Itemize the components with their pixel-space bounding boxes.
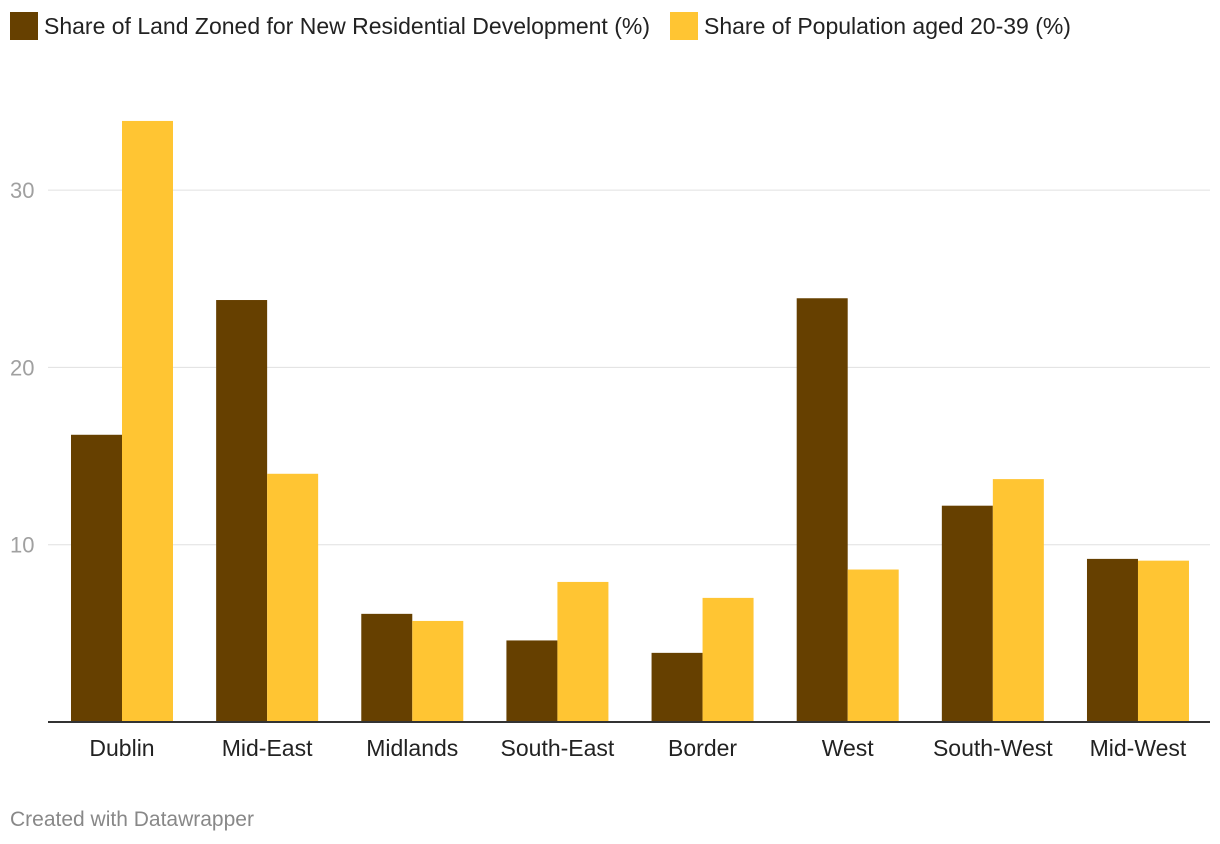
legend-label-land-zoned: Share of Land Zoned for New Residential … xyxy=(44,12,650,39)
bar-land-zoned-west xyxy=(796,298,848,722)
legend-swatch-land-zoned xyxy=(10,12,38,40)
legend-item-land-zoned: Share of Land Zoned for New Residential … xyxy=(10,12,650,40)
x-tick-label-west: West xyxy=(822,735,875,761)
bar-land-zoned-mid-west xyxy=(1086,558,1138,722)
bar-land-zoned-dublin xyxy=(71,434,122,722)
bar-chart: 10 20 30 Dublin Mid-East Midlands South-East Bo… xyxy=(10,120,1210,761)
bar-land-zoned-south-west xyxy=(941,505,993,722)
x-tick-label-south-east: South-East xyxy=(501,735,615,761)
footer-credit: Created with Datawrapper xyxy=(10,808,254,831)
y-tick-label-20: 20 xyxy=(10,355,34,380)
bar-population-south-east xyxy=(557,581,609,722)
legend-label-population: Share of Population aged 20-39 (%) xyxy=(704,12,1071,39)
y-tick-label-10: 10 xyxy=(10,533,34,558)
bar-population-south-west xyxy=(992,479,1044,722)
bar-land-zoned-border xyxy=(651,652,703,722)
bar-population-mid-west xyxy=(1137,560,1189,722)
bar-land-zoned-midlands xyxy=(361,613,413,722)
bar-population-dublin xyxy=(122,120,173,722)
legend-swatch-population xyxy=(670,12,698,40)
x-tick-label-mid-west: Mid-West xyxy=(1090,735,1187,761)
bar-population-west xyxy=(847,569,899,722)
x-tick-label-border: Border xyxy=(668,735,737,761)
bar-population-border xyxy=(702,597,754,722)
bar-land-zoned-south-east xyxy=(506,640,558,722)
x-tick-label-south-west: South-West xyxy=(933,735,1053,761)
x-tick-label-dublin: Dublin xyxy=(89,735,154,761)
bar-population-mid-east xyxy=(267,473,319,722)
y-tick-label-30: 30 xyxy=(10,178,34,203)
x-tick-label-mid-east: Mid-East xyxy=(222,735,313,761)
x-tick-label-midlands: Midlands xyxy=(366,735,458,761)
bar-land-zoned-mid-east xyxy=(216,300,268,722)
bar-population-midlands xyxy=(412,620,464,722)
legend: Share of Land Zoned for New Residential … xyxy=(10,12,1091,40)
legend-item-population: Share of Population aged 20-39 (%) xyxy=(670,12,1071,40)
